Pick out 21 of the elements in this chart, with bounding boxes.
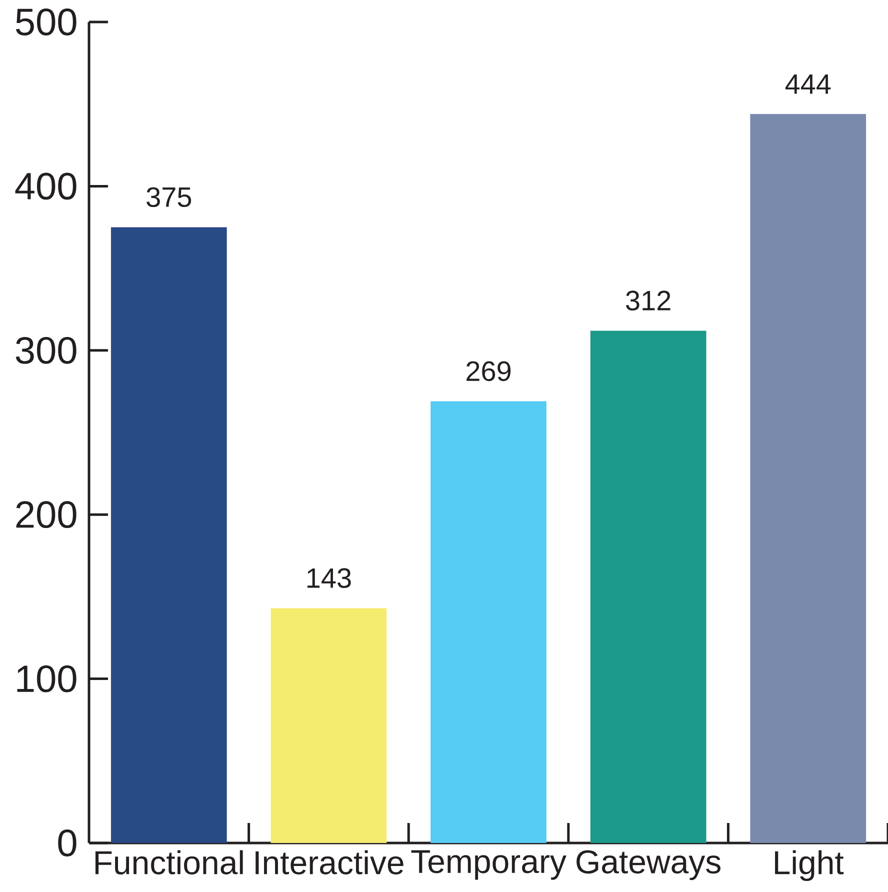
- y-tick-label: 400: [15, 172, 76, 200]
- x-tick-label: Gateways: [576, 850, 720, 880]
- y-tick-label: 300: [16, 336, 76, 364]
- data-label: 269: [466, 361, 511, 382]
- data-label: 444: [785, 74, 831, 94]
- y-tick-label: 200: [16, 501, 76, 528]
- bar: [430, 401, 546, 843]
- x-tick-label: Functional: [95, 850, 243, 874]
- y-tick-label: 100: [17, 665, 76, 692]
- bar: [270, 608, 387, 843]
- data-label: 312: [626, 290, 670, 310]
- data-label: 375: [146, 187, 192, 208]
- x-tick-label: Temporary: [411, 850, 566, 880]
- y-tick-label: 500: [16, 8, 76, 36]
- bar: [590, 330, 706, 843]
- y-tick-label: 0: [58, 830, 76, 856]
- bar: [750, 114, 866, 843]
- x-tick-label: Light: [775, 850, 844, 881]
- bar: [110, 227, 227, 843]
- data-label: 143: [307, 568, 351, 588]
- x-tick-label: Interactive: [256, 850, 404, 874]
